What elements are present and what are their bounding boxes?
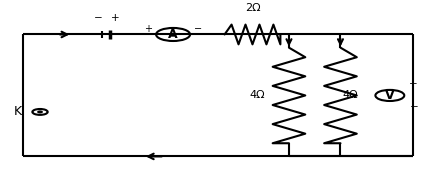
Text: +: +	[410, 79, 418, 89]
Text: +: +	[111, 13, 119, 23]
Text: A: A	[168, 28, 178, 41]
Text: K: K	[13, 106, 22, 119]
Circle shape	[38, 111, 42, 113]
Text: 2Ω: 2Ω	[245, 3, 260, 13]
Text: +: +	[144, 24, 152, 34]
Text: 4Ω: 4Ω	[250, 90, 265, 100]
Text: −: −	[410, 102, 418, 112]
Text: 4Ω: 4Ω	[342, 90, 358, 100]
Text: −: −	[194, 24, 203, 34]
Text: V: V	[385, 89, 395, 102]
Text: −: −	[94, 13, 102, 23]
